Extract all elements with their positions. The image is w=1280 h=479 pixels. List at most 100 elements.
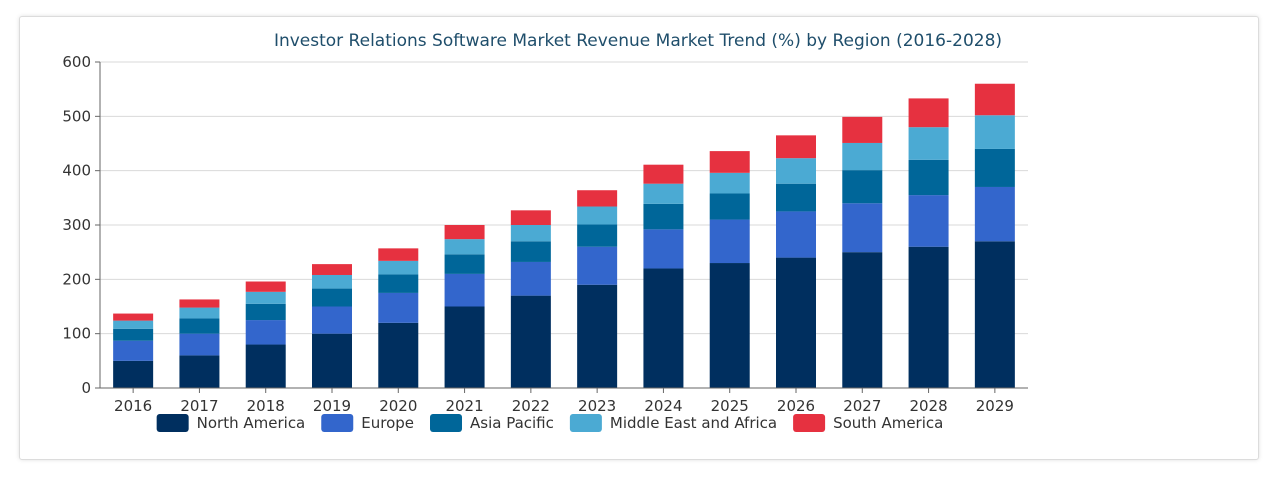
bar-north-america-2027	[842, 252, 883, 388]
axes: 0 100 200 300 400 500 600 2016 2017 2018 2019 2020 2…	[62, 53, 1028, 415]
x-tick-label: 2027	[843, 397, 881, 415]
bar-middle-east-and-africa-2019	[312, 274, 352, 289]
bar-south-america-2025	[709, 151, 750, 173]
x-tick-label: 2024	[644, 397, 682, 415]
bar-north-america-2017	[179, 355, 220, 388]
x-tick-label: 2023	[578, 397, 616, 415]
bar-middle-east-and-africa-2023	[577, 206, 618, 225]
legend-item-europe[interactable]: Europe	[321, 414, 414, 432]
bar-europe-2016	[113, 340, 154, 361]
bar-asia-pacific-2027	[842, 170, 883, 204]
x-tick-label: 2026	[777, 397, 815, 415]
bar-europe-2022	[510, 261, 551, 296]
x-tick-label: 2028	[909, 397, 947, 415]
bar-north-america-2019	[312, 333, 352, 388]
x-tick-label: 2022	[512, 397, 550, 415]
bar-middle-east-and-africa-2028	[908, 127, 949, 160]
y-tick-label: 100	[62, 325, 91, 343]
bar-south-america-2022	[510, 210, 551, 225]
legend: North America Europe Asia Pacific Middle Ea…	[156, 414, 943, 432]
y-tick-label: 400	[62, 162, 91, 180]
x-tick-label: 2019	[313, 397, 351, 415]
bar-south-america-2024	[643, 164, 684, 184]
bar-asia-pacific-2028	[908, 159, 949, 196]
x-tick-label: 2029	[976, 397, 1014, 415]
bar-south-america-2017	[179, 299, 220, 308]
bar-asia-pacific-2017	[179, 318, 220, 334]
x-tick-label: 2016	[114, 397, 152, 415]
bar-middle-east-and-africa-2022	[510, 225, 551, 242]
legend-swatch	[430, 414, 463, 432]
bar-north-america-2018	[245, 344, 286, 388]
y-tick-label: 200	[62, 270, 91, 288]
bar-asia-pacific-2024	[643, 203, 684, 230]
x-tick-label: 2020	[379, 397, 417, 415]
bar-north-america-2023	[577, 284, 618, 388]
bar-middle-east-and-africa-2017	[179, 307, 220, 319]
chart-title: Investor Relations Software Market Reven…	[274, 31, 1002, 51]
bar-asia-pacific-2029	[974, 148, 1015, 187]
bar-south-america-2023	[577, 190, 618, 207]
bar-asia-pacific-2016	[113, 328, 154, 341]
bar-south-america-2027	[842, 116, 883, 143]
bar-europe-2017	[179, 333, 220, 356]
bar-asia-pacific-2026	[776, 183, 816, 212]
legend-swatch	[569, 414, 602, 432]
bar-middle-east-and-africa-2024	[643, 183, 684, 204]
bars	[113, 83, 1015, 388]
bar-north-america-2022	[510, 295, 551, 388]
bar-north-america-2016	[113, 360, 154, 388]
chart-card	[19, 16, 1259, 460]
legend-swatch	[321, 414, 354, 432]
bar-south-america-2018	[245, 281, 286, 292]
grid	[100, 61, 1028, 335]
legend-label: Europe	[361, 414, 414, 432]
bar-europe-2028	[908, 195, 949, 247]
y-tick-label: 0	[81, 379, 91, 397]
bar-europe-2027	[842, 203, 883, 253]
bar-europe-2029	[974, 186, 1015, 242]
bar-middle-east-and-africa-2029	[974, 115, 1015, 149]
bar-europe-2021	[444, 273, 485, 307]
bar-south-america-2029	[974, 83, 1015, 116]
legend-item-middle-east-and-africa[interactable]: Middle East and Africa	[569, 414, 777, 432]
bar-middle-east-and-africa-2016	[113, 320, 154, 329]
bar-europe-2026	[776, 211, 816, 258]
bar-north-america-2021	[444, 306, 485, 388]
legend-label: South America	[833, 414, 943, 432]
bar-asia-pacific-2023	[577, 224, 618, 247]
legend-swatch	[793, 414, 826, 432]
x-tick-label: 2025	[711, 397, 749, 415]
bar-europe-2019	[312, 306, 352, 334]
legend-item-north-america[interactable]: North America	[156, 414, 306, 432]
legend-label: Asia Pacific	[470, 414, 554, 432]
bar-europe-2018	[245, 320, 286, 345]
bar-middle-east-and-africa-2026	[776, 158, 816, 184]
bar-south-america-2026	[776, 135, 816, 159]
bar-asia-pacific-2018	[245, 303, 286, 321]
bar-europe-2020	[378, 292, 419, 323]
bar-asia-pacific-2019	[312, 288, 352, 307]
legend-label: Middle East and Africa	[610, 414, 777, 432]
bar-asia-pacific-2021	[444, 254, 485, 274]
bar-asia-pacific-2020	[378, 274, 419, 293]
legend-item-south-america[interactable]: South America	[793, 414, 943, 432]
legend-swatch	[156, 414, 189, 432]
bar-south-america-2019	[312, 264, 352, 275]
bar-europe-2023	[577, 246, 618, 285]
bar-middle-east-and-africa-2020	[378, 260, 419, 275]
x-tick-label: 2021	[445, 397, 483, 415]
legend-label: North America	[197, 414, 306, 432]
bar-south-america-2016	[113, 313, 154, 321]
bar-europe-2025	[709, 219, 750, 264]
bar-middle-east-and-africa-2021	[444, 239, 485, 255]
legend-item-asia-pacific[interactable]: Asia Pacific	[430, 414, 554, 432]
y-tick-label: 600	[62, 53, 91, 71]
bar-europe-2024	[643, 229, 684, 269]
bar-north-america-2028	[908, 246, 949, 388]
bar-north-america-2020	[378, 322, 419, 388]
bar-middle-east-and-africa-2018	[245, 291, 286, 304]
y-tick-label: 300	[62, 216, 91, 234]
y-tick-label: 500	[62, 107, 91, 125]
